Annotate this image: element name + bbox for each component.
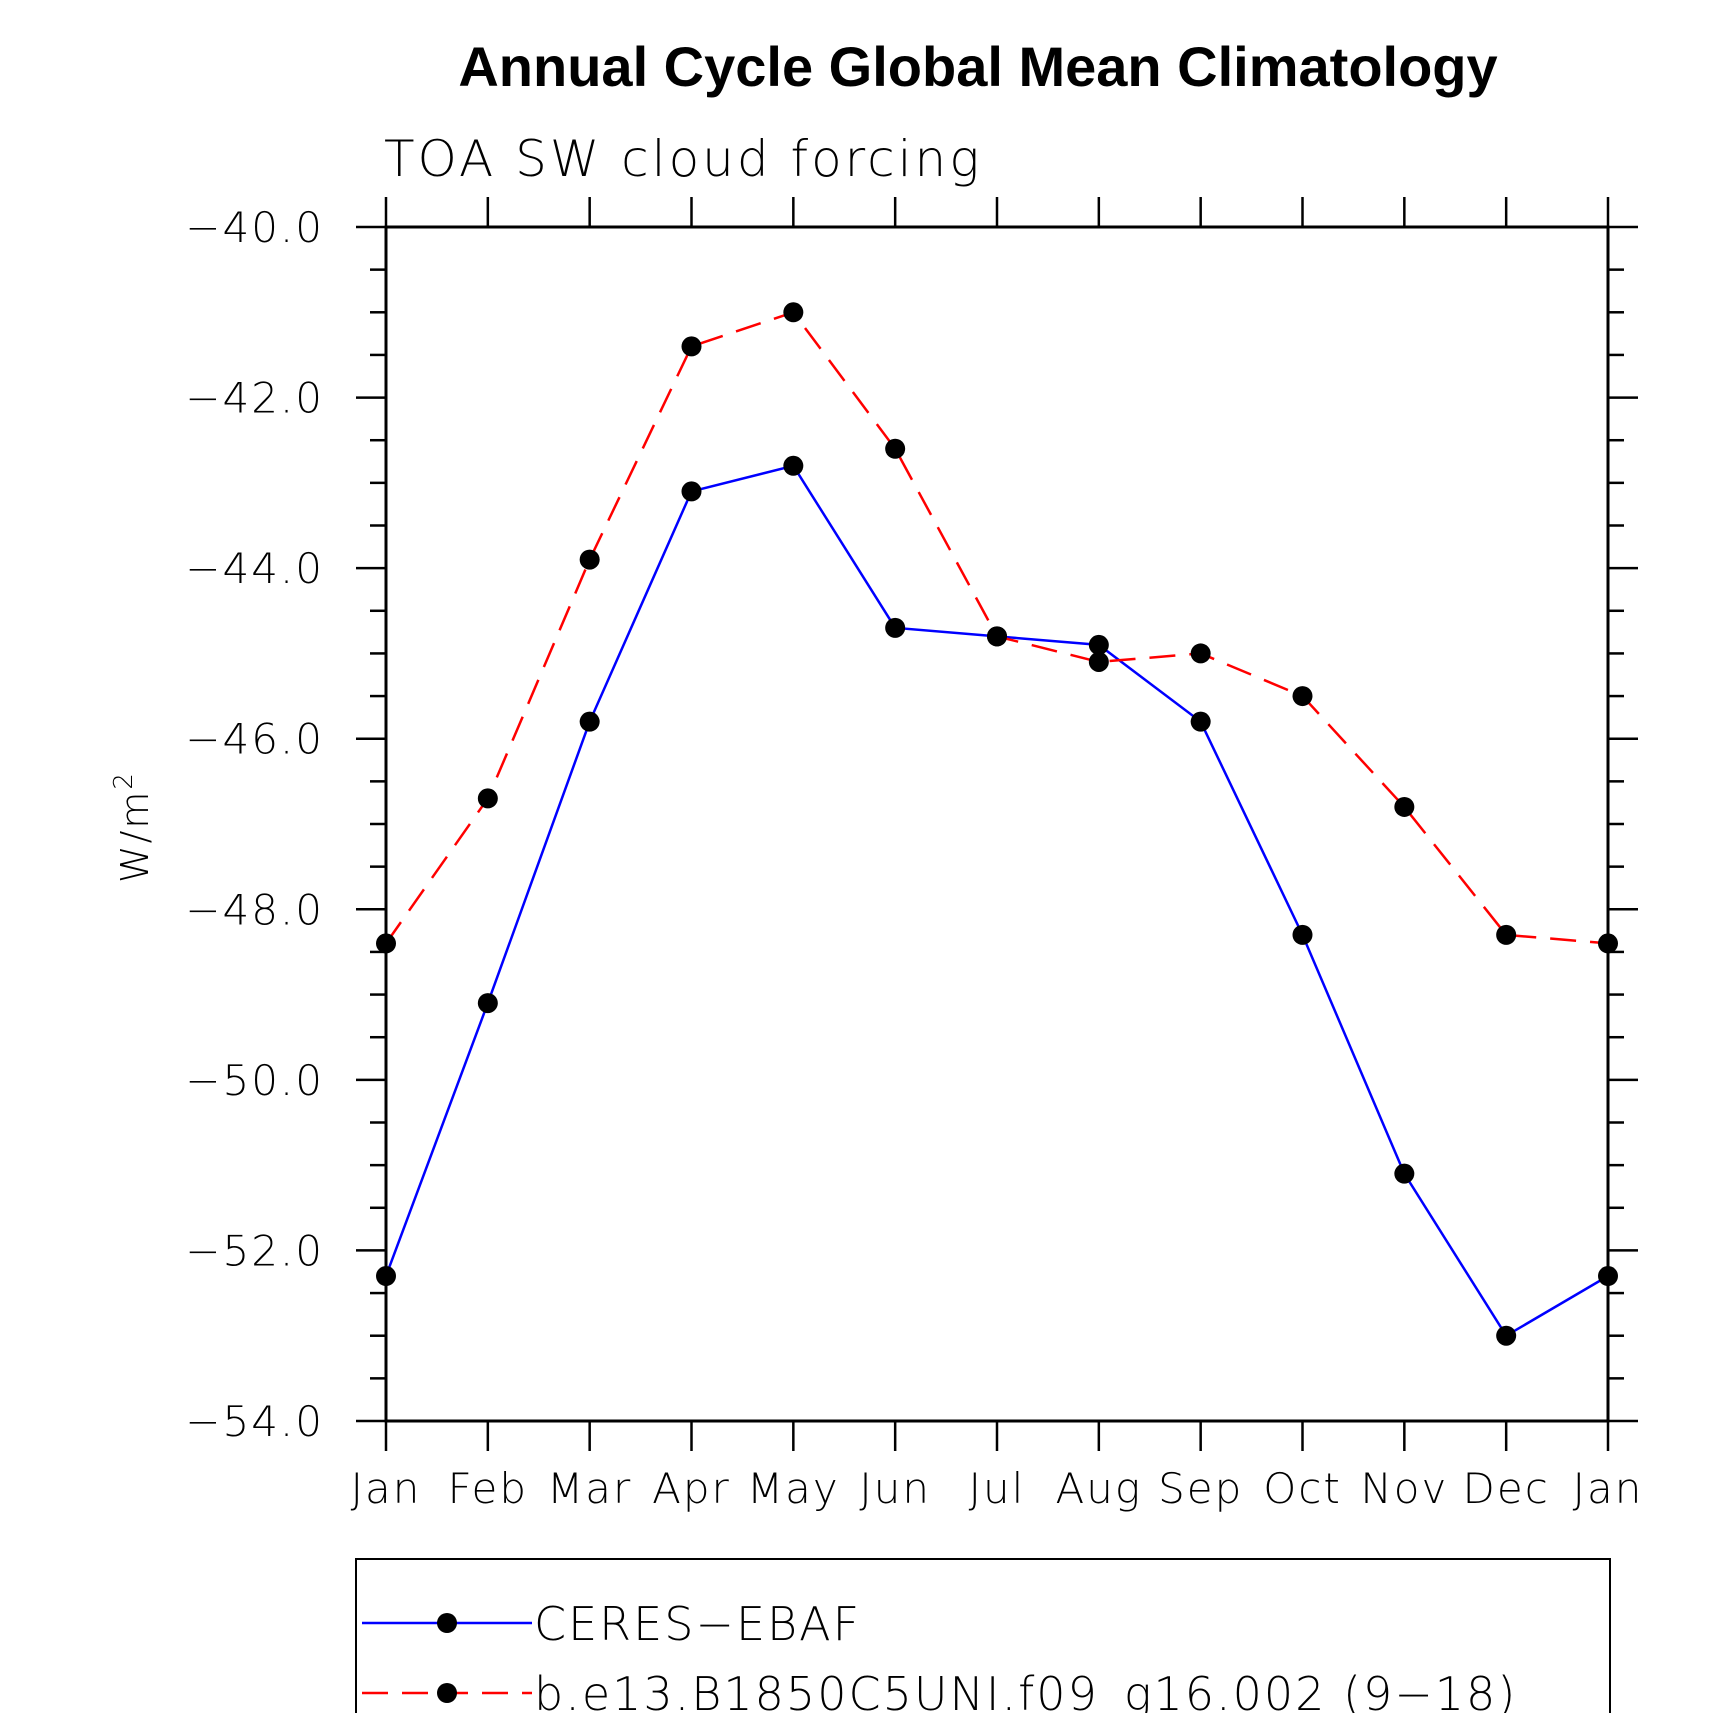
legend-marker-1 bbox=[437, 1683, 457, 1703]
series-0-point bbox=[1292, 924, 1313, 945]
series-layer bbox=[376, 302, 1618, 1346]
y-tick-label: −44.0 bbox=[185, 544, 324, 593]
series-0-point bbox=[1496, 1325, 1517, 1346]
series-0-point bbox=[885, 617, 906, 638]
series-1-point bbox=[1496, 924, 1517, 945]
series-0-point bbox=[1190, 711, 1211, 732]
series-1-point bbox=[783, 302, 804, 323]
series-1-point bbox=[1190, 643, 1211, 664]
series-1-point bbox=[376, 933, 396, 954]
legend-label-1: b.e13.B1850C5UNI.f09_g16.002 (9−18) bbox=[534, 1667, 1517, 1713]
x-tick-label: Jun bbox=[859, 1464, 931, 1513]
legend-box bbox=[355, 1558, 1611, 1713]
x-tick-label: Jan bbox=[351, 1464, 422, 1513]
series-1-point bbox=[885, 438, 906, 459]
y-tick-label: −46.0 bbox=[185, 715, 324, 764]
x-tick-label: Jul bbox=[969, 1464, 1026, 1513]
x-tick-label: Apr bbox=[652, 1464, 731, 1513]
x-tick-label: Oct bbox=[1263, 1464, 1342, 1513]
series-1-point bbox=[1292, 686, 1313, 707]
y-tick-label: −48.0 bbox=[185, 885, 324, 934]
y-axis-label-base: W/m bbox=[113, 790, 157, 883]
series-0-point bbox=[1088, 634, 1109, 655]
series-1-point bbox=[987, 626, 1007, 647]
x-tick-label: Dec bbox=[1463, 1464, 1550, 1513]
plot-frame bbox=[384, 225, 1610, 1423]
chart-subtitle: TOA SW cloud forcing bbox=[384, 130, 982, 188]
series-1-point bbox=[579, 549, 600, 570]
x-tick-label: Feb bbox=[448, 1464, 528, 1513]
legend-marker-0 bbox=[437, 1613, 457, 1633]
series-1-point bbox=[477, 788, 498, 809]
x-tick-label: Jan bbox=[1573, 1464, 1644, 1513]
series-0-point bbox=[783, 455, 804, 476]
series-0-point bbox=[1394, 1163, 1415, 1184]
x-tick-label: Nov bbox=[1360, 1464, 1448, 1513]
y-axis-label: W/m2 bbox=[109, 771, 157, 883]
x-axis-ticks: Jan Feb Mar Apr May Jun Jul Aug Sep Oct Nov Dec Jan bbox=[351, 197, 1644, 1513]
y-tick-label: −54.0 bbox=[185, 1397, 324, 1446]
x-tick-label: Mar bbox=[547, 1464, 632, 1513]
y-tick-label: −52.0 bbox=[185, 1226, 324, 1275]
y-axis-ticks: −40.0 −42.0 −44.0 −46.0 −48.0 −50.0 −52.0 −54.0 bbox=[185, 203, 1638, 1446]
legend: CERES−EBAF b.e13.B1850C5UNI.f09_g16.002 (… bbox=[355, 1558, 1611, 1713]
series-1-point bbox=[681, 336, 702, 357]
series-0-point bbox=[376, 1266, 396, 1287]
legend-label-0: CERES−EBAF bbox=[534, 1597, 861, 1651]
y-tick-label: −50.0 bbox=[185, 1056, 324, 1105]
chart-title: Annual Cycle Global Mean Climatology bbox=[458, 35, 1497, 98]
series-0-point bbox=[579, 711, 600, 732]
y-tick-label: −40.0 bbox=[185, 203, 324, 252]
series-1-point bbox=[1088, 651, 1109, 672]
series-1-point bbox=[1598, 933, 1618, 954]
series-0-point bbox=[681, 481, 702, 502]
x-tick-label: May bbox=[747, 1464, 840, 1513]
y-tick-label: −42.0 bbox=[185, 374, 324, 423]
series-line-0 bbox=[384, 464, 1609, 1338]
series-0-point bbox=[477, 993, 498, 1014]
y-axis-label-superscript: 2 bbox=[109, 771, 139, 790]
series-1-point bbox=[1394, 796, 1415, 817]
x-tick-label: Sep bbox=[1158, 1464, 1243, 1513]
x-tick-label: Aug bbox=[1056, 1464, 1143, 1513]
series-0-point bbox=[1598, 1266, 1618, 1287]
